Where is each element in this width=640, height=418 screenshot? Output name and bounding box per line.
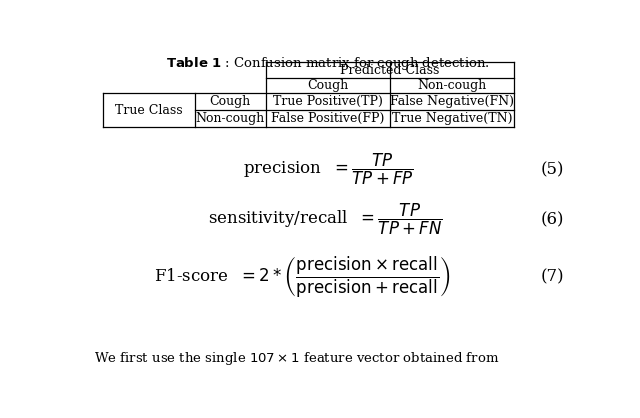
Text: True Positive(TP): True Positive(TP) (273, 95, 383, 108)
Text: (6): (6) (541, 211, 564, 228)
Text: We first use the single $107 \times 1$ feature vector obtained from: We first use the single $107 \times 1$ f… (94, 350, 499, 367)
Text: precision  $=\dfrac{TP}{TP + FP}$: precision $=\dfrac{TP}{TP + FP}$ (243, 152, 413, 187)
Text: False Positive(FP): False Positive(FP) (271, 112, 385, 125)
Text: False Negative(FN): False Negative(FN) (390, 95, 514, 108)
Text: Cough: Cough (210, 95, 251, 108)
Text: Non-cough: Non-cough (417, 79, 486, 92)
Text: Cough: Cough (307, 79, 349, 92)
Text: sensitivity/recall  $=\dfrac{TP}{TP + FN}$: sensitivity/recall $=\dfrac{TP}{TP + FN}… (208, 202, 442, 237)
Text: (5): (5) (541, 161, 564, 178)
Text: True Negative(TN): True Negative(TN) (392, 112, 512, 125)
Text: (7): (7) (541, 269, 564, 286)
Text: True Class: True Class (115, 104, 183, 117)
Text: $\mathbf{Table\ 1}$ : Confusion matrix for cough detection.: $\mathbf{Table\ 1}$ : Confusion matrix f… (166, 55, 490, 72)
Text: F1-score  $= 2 * \left(\dfrac{\mathrm{precision} \times \mathrm{recall}}{\mathrm: F1-score $= 2 * \left(\dfrac{\mathrm{pre… (154, 255, 450, 300)
Text: Predicted Class: Predicted Class (340, 64, 440, 76)
Text: Non-cough: Non-cough (196, 112, 265, 125)
